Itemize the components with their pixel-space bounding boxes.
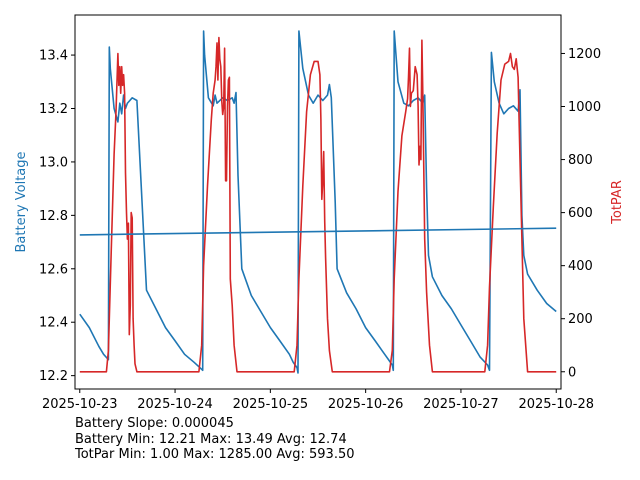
y-left-tick-label: 12.2 (39, 369, 68, 384)
x-tick-label: 2025-10-27 (423, 397, 499, 412)
series-line-battery-trend (79, 227, 557, 236)
y-axis-right-label: TotPAR (610, 180, 625, 225)
y-right-tick-label: 600 (568, 206, 593, 221)
plot-lines (79, 30, 557, 374)
y-right-tick-label: 1200 (568, 47, 601, 62)
y-right-tick-label: 0 (568, 365, 576, 380)
x-tick-label: 2025-10-26 (328, 397, 404, 412)
plot-frame (74, 14, 562, 390)
x-tick-label: 2025-10-23 (42, 397, 118, 412)
y-right-tick-label: 1000 (568, 100, 601, 115)
y-axis-left: 12.2 12.4 12.6 12.8 13.0 13.2 13.4 (39, 49, 75, 384)
y-axis-right: 0 200 400 600 800 1000 1200 (561, 47, 601, 380)
y-right-tick-label: 200 (568, 312, 593, 327)
y-axis-left-label: Battery Voltage (14, 151, 29, 252)
y-right-tick-label: 800 (568, 153, 593, 168)
y-left-tick-label: 13.0 (39, 155, 68, 170)
x-tick-label: 2025-10-24 (137, 397, 213, 412)
stats-block: Battery Slope: 0.000045 Battery Min: 12.… (75, 416, 355, 463)
y-left-tick-label: 12.8 (39, 209, 68, 224)
totpar-stats-text: TotPar Min: 1.00 Max: 1285.00 Avg: 593.5… (75, 447, 355, 462)
battery-stats-text: Battery Min: 12.21 Max: 13.49 Avg: 12.74 (75, 431, 347, 447)
y-right-tick-label: 400 (568, 259, 593, 274)
series-line-battery-voltage (79, 30, 557, 374)
y-left-tick-label: 13.2 (39, 102, 68, 117)
y-left-tick-label: 12.4 (39, 316, 68, 331)
y-left-tick-label: 13.4 (39, 49, 68, 64)
x-tick-label: 2025-10-25 (233, 397, 309, 412)
battery-slope-text: Battery Slope: 0.000045 (75, 416, 234, 431)
series-line-totpar (79, 36, 557, 373)
x-axis: 2025-10-23 2025-10-24 2025-10-25 2025-10-26… (42, 389, 594, 412)
x-tick-label: 2025-10-28 (518, 397, 594, 412)
y-left-tick-label: 12.6 (39, 262, 68, 277)
